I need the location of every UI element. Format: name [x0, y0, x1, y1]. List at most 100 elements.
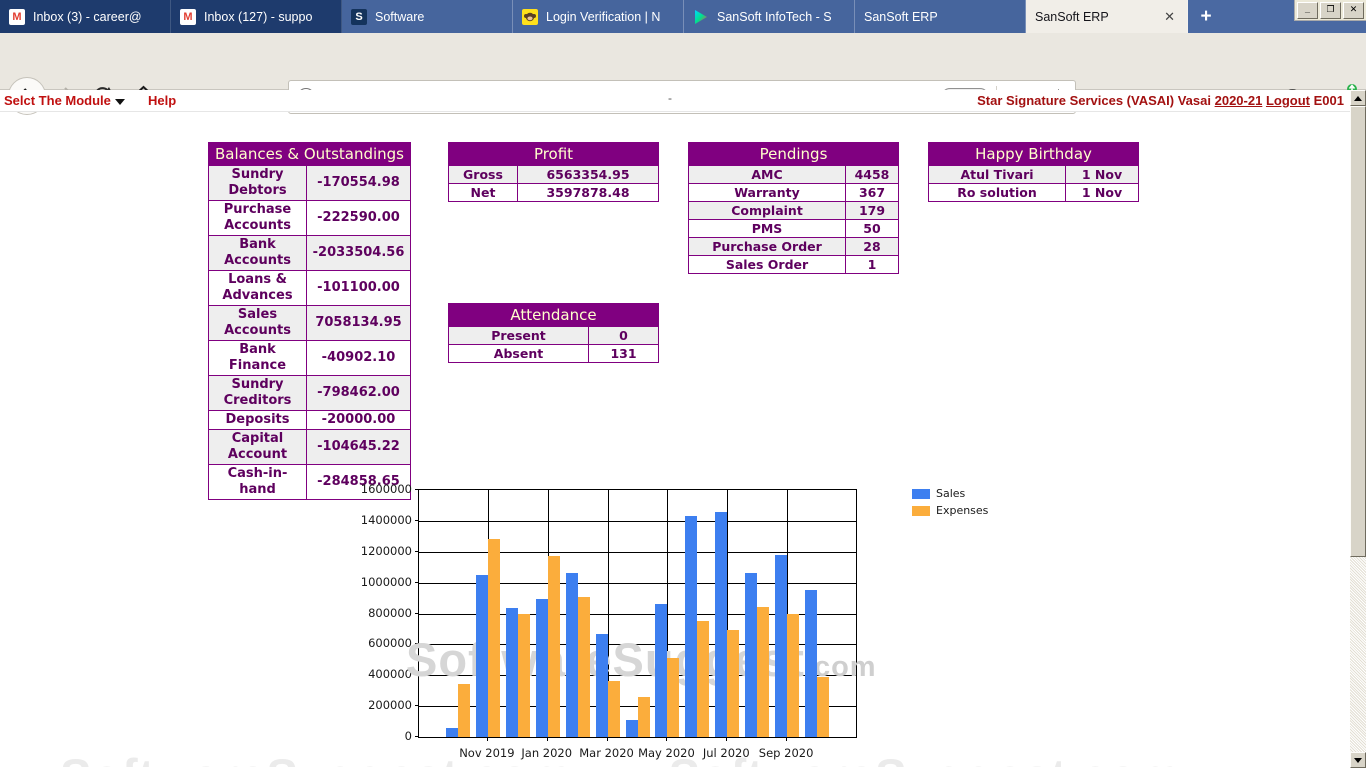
chart-bar-expenses: [727, 630, 740, 737]
chart-bar-expenses: [817, 676, 830, 737]
chart-y-tick: [415, 519, 419, 521]
chart-y-tick: [415, 736, 419, 737]
chart-legend: Sales Expenses: [912, 487, 988, 521]
table-row: AMC 4458: [688, 165, 899, 184]
row-value: -284858.65: [306, 464, 411, 500]
table-row: Sales Order 1: [688, 255, 899, 274]
table-row: PMS 50: [688, 219, 899, 238]
chart-y-tick: [415, 489, 419, 490]
row-value: 1: [845, 255, 899, 274]
chevron-down-icon: [114, 98, 125, 105]
chart-gridline-h: [419, 675, 856, 677]
mailchimp-icon: [522, 8, 538, 25]
tab-login-verification[interactable]: Login Verification | N: [513, 0, 684, 33]
navigation-toolbar: i https://skyguard.co.in/SanSoftERP/defa…: [0, 33, 1366, 115]
logout-link[interactable]: Logout: [1265, 93, 1310, 108]
tab-inbox-career[interactable]: M Inbox (3) - career@: [0, 0, 171, 33]
chart-gridline-h: [419, 582, 856, 584]
row-label: Present: [448, 326, 589, 345]
table-row: Sundry Creditors -798462.00: [208, 375, 411, 411]
row-label: Bank Finance: [208, 340, 307, 376]
scrollbar-thumb[interactable]: [1350, 106, 1366, 557]
birthday-title: Happy Birthday: [927, 142, 1140, 166]
select-module-label: Selct The Module: [4, 93, 111, 108]
watermark-bottom-clipped: SoftwareSuggest.com SoftwareSuggest.com: [60, 757, 1320, 767]
legend-label: Sales: [936, 487, 966, 500]
chart-bar-expenses: [577, 596, 590, 737]
table-row: Gross 6563354.95: [448, 165, 660, 184]
chart-bar-expenses: [517, 613, 530, 737]
close-tab-icon[interactable]: ✕: [1164, 8, 1175, 24]
chart-x-axis-label: May 2020: [638, 746, 695, 760]
chart-y-tick: [415, 705, 419, 707]
chart-x-axis-label: Sep 2020: [758, 746, 814, 760]
chart-bar-sales: [655, 604, 668, 737]
row-value: 0: [587, 326, 660, 345]
balances-title: Balances & Outstandings: [208, 142, 411, 166]
restore-button[interactable]: ❐: [1320, 1, 1341, 19]
user-code: E001: [1313, 93, 1344, 108]
row-value: 367: [845, 183, 899, 202]
help-menu[interactable]: Help: [148, 93, 177, 108]
chart-bar-sales: [475, 574, 488, 737]
chart-y-axis-label: 600000: [368, 636, 412, 651]
table-row: Purchase Accounts -222590.00: [208, 200, 411, 236]
new-tab-button[interactable]: +: [1200, 5, 1212, 27]
row-label: Complaint: [688, 201, 846, 220]
tab-sansoft-infotech[interactable]: SanSoft InfoTech - S: [684, 0, 855, 33]
tab-sansoft-erp-background[interactable]: SanSoft ERP: [855, 0, 1026, 33]
minimize-button[interactable]: _: [1297, 1, 1318, 19]
row-value: -2033504.56: [306, 235, 411, 271]
chart-plot: [418, 489, 857, 738]
table-row: Deposits -20000.00: [208, 410, 411, 430]
chart-bar-sales: [745, 573, 758, 737]
session-info: Star Signature Services (VASAI) Vasai 20…: [977, 93, 1344, 108]
table-row: Net 3597878.48: [448, 183, 660, 202]
chart-y-tick: [415, 581, 419, 583]
chart-y-tick: [415, 674, 419, 676]
birthday-table: Happy Birthday Atul Tivari 1 Nov Ro solut…: [927, 142, 1140, 202]
select-module-menu[interactable]: Selct The Module: [4, 93, 125, 108]
table-row: Present 0: [448, 326, 660, 345]
row-value: 1 Nov: [1064, 165, 1140, 184]
scroll-up-button[interactable]: [1350, 90, 1366, 106]
pendings-table: Pendings AMC 4458 Warranty 367 Complaint 17…: [688, 142, 899, 274]
chart-bar-sales: [625, 720, 638, 737]
chart-y-axis-label: 1200000: [360, 543, 412, 558]
balances-table: Balances & Outstandings Sundry Debtors -1…: [208, 142, 411, 500]
play-triangle: [695, 9, 707, 24]
row-value: 179: [845, 201, 899, 220]
table-row: Ro solution 1 Nov: [928, 183, 1140, 202]
chart-bar-sales: [775, 554, 788, 737]
chart-bar-expenses: [697, 621, 710, 737]
company-name: Star Signature Services (VASAI) Vasai: [977, 93, 1211, 108]
tab-software[interactable]: S Software: [342, 0, 513, 33]
chart-x-tick: [786, 737, 788, 741]
monkey-glyph: [524, 12, 536, 21]
financial-year-link[interactable]: 2020-21: [1214, 93, 1263, 108]
tab-inbox-support[interactable]: M Inbox (127) - suppo: [171, 0, 342, 33]
row-value: -104645.22: [306, 429, 411, 465]
row-label: Capital Account: [208, 429, 307, 465]
row-value: -40902.10: [306, 340, 411, 376]
chart-gridline-h: [419, 644, 856, 646]
chart-x-tick: [546, 737, 548, 741]
close-button[interactable]: ✕: [1343, 1, 1364, 19]
scroll-down-button[interactable]: [1350, 752, 1366, 768]
tab-sansoft-erp-active[interactable]: SanSoft ERP ✕: [1026, 0, 1188, 33]
chart-y-axis-label: 200000: [368, 698, 412, 713]
sales-swatch: [912, 488, 930, 499]
chart-bar-expenses: [547, 556, 560, 737]
vertical-scrollbar[interactable]: [1350, 90, 1366, 768]
row-label: Warranty: [688, 183, 846, 202]
row-value: -222590.00: [306, 200, 411, 236]
chart-bar-sales: [595, 633, 608, 737]
row-value: 50: [845, 219, 899, 238]
chart-y-axis-label: 400000: [368, 667, 412, 682]
chart-y-tick: [415, 550, 419, 552]
row-label: Sales Order: [688, 255, 846, 274]
triangle-down-icon: [1354, 757, 1362, 763]
chart-gridline-v: [667, 490, 669, 737]
chart-bar-expenses: [757, 606, 770, 737]
chart-bar-sales: [535, 598, 548, 737]
